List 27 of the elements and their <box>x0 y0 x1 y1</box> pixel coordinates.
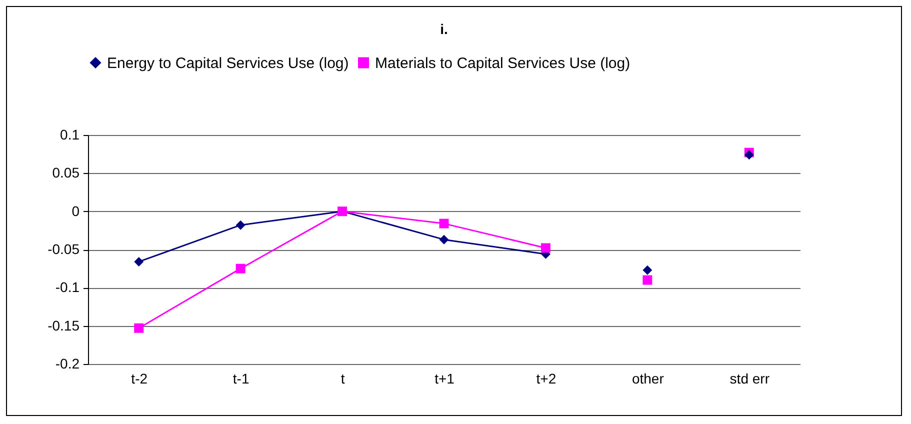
x-tick-label: std err <box>730 370 770 386</box>
y-tick-label: -0.2 <box>55 356 80 372</box>
point <box>439 218 449 228</box>
x-tick-label: t+2 <box>536 370 556 386</box>
legend-label: Materials to Capital Services Use (log) <box>375 54 630 72</box>
legend-label: Energy to Capital Services Use (log) <box>107 54 349 72</box>
y-tick-label: -0.05 <box>48 241 80 257</box>
y-tick-label: -0.15 <box>48 317 80 334</box>
point <box>642 265 652 275</box>
chart-title: i. <box>440 21 448 37</box>
y-tick-label: 0 <box>72 202 80 219</box>
y-tick-label: 0.1 <box>60 126 80 142</box>
point <box>134 323 144 333</box>
point <box>134 256 144 266</box>
x-tick-label: t-1 <box>232 370 250 386</box>
x-tick-label: t <box>340 370 345 386</box>
point <box>439 234 449 244</box>
x-tick-label: t+1 <box>434 370 455 386</box>
point <box>540 243 550 253</box>
y-tick-label: -0.1 <box>55 279 80 296</box>
x-tick-label: other <box>632 370 664 386</box>
x-tick-label: t-2 <box>131 370 148 386</box>
point <box>236 220 246 230</box>
point <box>642 275 652 285</box>
point <box>744 150 754 160</box>
y-tick-label: 0.05 <box>52 164 80 181</box>
point <box>236 264 246 274</box>
